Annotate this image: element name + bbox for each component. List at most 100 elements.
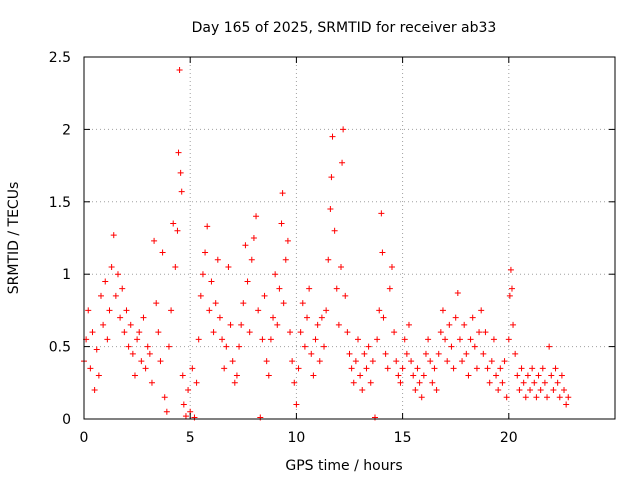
data-point: [480, 350, 487, 357]
data-point: [537, 387, 544, 394]
data-point: [293, 401, 300, 408]
data-point: [495, 387, 502, 394]
data-point: [272, 271, 279, 278]
data-point: [175, 149, 182, 156]
data-point: [216, 314, 223, 321]
data-point: [473, 365, 480, 372]
data-point: [180, 401, 187, 408]
y-tick-label: 0: [62, 412, 71, 428]
data-point: [350, 379, 357, 386]
data-point: [282, 256, 289, 263]
data-point: [123, 307, 130, 314]
data-point: [335, 321, 342, 328]
data-point: [100, 321, 107, 328]
data-point: [533, 394, 540, 401]
data-point: [565, 394, 572, 401]
data-point: [552, 365, 559, 372]
data-point: [163, 408, 170, 415]
data-point: [340, 126, 347, 133]
data-point: [493, 372, 500, 379]
data-point: [516, 387, 523, 394]
data-point: [507, 266, 514, 273]
data-point: [119, 285, 126, 292]
data-point: [380, 314, 387, 321]
data-point: [531, 379, 538, 386]
data-point: [379, 249, 386, 256]
data-point: [276, 285, 283, 292]
data-point: [408, 358, 415, 365]
data-point: [463, 350, 470, 357]
data-point: [161, 394, 168, 401]
data-point: [416, 379, 423, 386]
data-point: [342, 292, 349, 299]
data-point: [102, 278, 109, 285]
data-point: [316, 358, 323, 365]
data-point: [550, 387, 557, 394]
data-point: [108, 263, 115, 270]
data-point: [331, 227, 338, 234]
data-point: [374, 336, 381, 343]
data-point: [140, 314, 147, 321]
data-point: [459, 358, 466, 365]
data-point: [554, 379, 561, 386]
data-point: [280, 300, 287, 307]
data-point: [499, 379, 506, 386]
data-point: [386, 285, 393, 292]
chart-title: Day 165 of 2025, SRMTID for receiver ab3…: [192, 20, 497, 36]
data-point: [274, 321, 281, 328]
y-tick-label: 2: [62, 122, 71, 138]
data-point: [484, 365, 491, 372]
data-point: [410, 372, 417, 379]
data-point: [556, 394, 563, 401]
data-point: [488, 358, 495, 365]
data-point: [138, 358, 145, 365]
data-point: [338, 263, 345, 270]
data-point: [193, 379, 200, 386]
data-point: [244, 278, 251, 285]
data-point: [339, 159, 346, 166]
data-point: [361, 350, 368, 357]
data-point: [250, 235, 257, 241]
data-point: [427, 358, 434, 365]
data-point: [240, 300, 247, 307]
data-point: [318, 314, 325, 321]
data-point: [527, 387, 534, 394]
data-point: [170, 220, 177, 227]
data-point: [106, 307, 113, 314]
data-point: [412, 387, 419, 394]
data-point: [541, 379, 548, 386]
data-point: [165, 343, 172, 350]
data-point: [270, 314, 277, 321]
data-point: [117, 314, 124, 321]
data-point: [391, 329, 398, 336]
data-point: [439, 307, 446, 314]
data-point: [437, 329, 444, 336]
data-point: [505, 336, 512, 343]
data-point: [365, 343, 372, 350]
data-point: [539, 365, 546, 372]
data-point: [420, 372, 427, 379]
data-point: [127, 321, 134, 328]
data-point: [131, 372, 138, 379]
data-point: [456, 336, 463, 343]
data-point: [422, 350, 429, 357]
data-point: [348, 365, 355, 372]
data-point: [185, 387, 192, 394]
data-point: [253, 213, 260, 220]
data-point: [212, 300, 219, 307]
data-point: [214, 256, 221, 263]
data-point: [87, 365, 94, 372]
data-point: [210, 329, 217, 336]
data-point: [295, 365, 302, 372]
data-point: [508, 285, 515, 292]
x-axis-label: GPS time / hours: [285, 458, 402, 474]
data-point: [182, 413, 189, 420]
data-point: [238, 321, 245, 328]
data-point: [476, 329, 483, 336]
data-point: [278, 220, 285, 227]
data-point: [121, 329, 128, 336]
data-point: [134, 336, 141, 343]
data-point: [529, 365, 536, 372]
data-point: [112, 292, 119, 299]
data-point: [371, 414, 378, 421]
